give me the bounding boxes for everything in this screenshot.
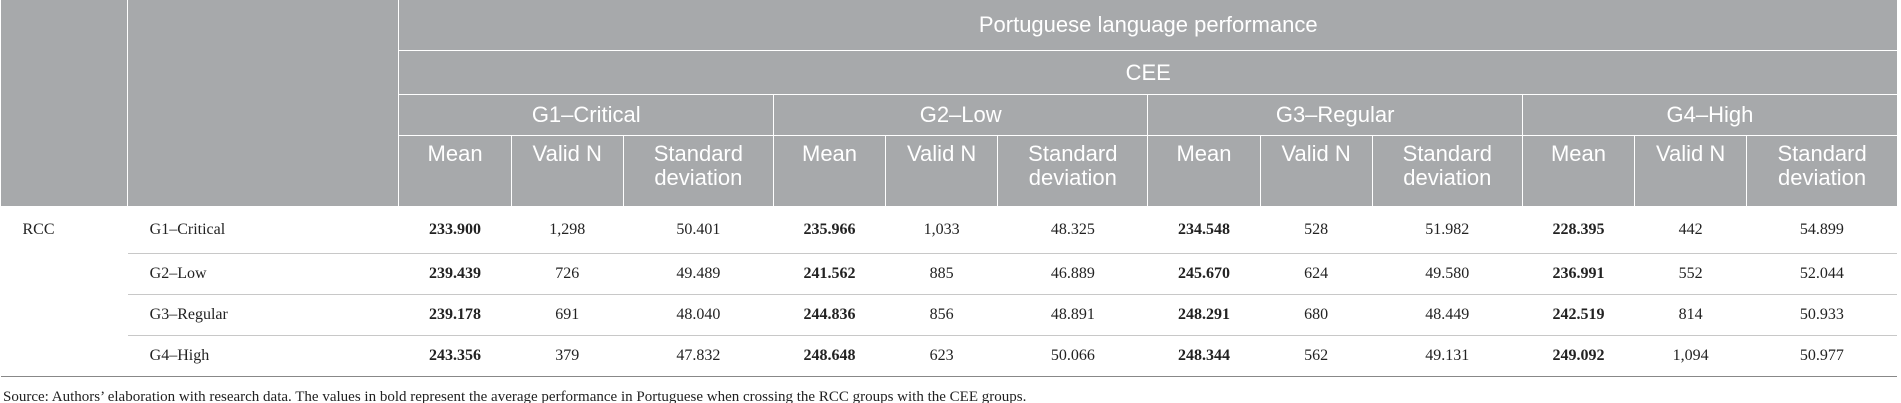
- table-cell: 50.977: [1746, 335, 1897, 377]
- table-cell: 242.519: [1522, 294, 1635, 336]
- header-row: G1–Critical G2–Low G3–Regular G4–High: [1, 94, 1897, 136]
- table-cell: 235.966: [773, 206, 886, 254]
- row-label: G1–Critical: [127, 206, 399, 254]
- header-row: CEE: [1, 50, 1897, 95]
- table-row: G4–High 243.356 379 47.832 248.648 623 50.066 2…: [1, 335, 1897, 377]
- column-header: Valid N: [1634, 135, 1747, 207]
- table-cell: 814: [1634, 294, 1747, 336]
- table-cell: 241.562: [773, 253, 886, 295]
- group-header: G3–Regular: [1147, 94, 1523, 136]
- table-cell: 885: [885, 253, 998, 295]
- table-cell: 528: [1260, 206, 1373, 254]
- table-cell: 228.395: [1522, 206, 1635, 254]
- table-cell: 54.899: [1746, 206, 1897, 254]
- header-subtitle: CEE: [398, 50, 1897, 95]
- group-header: G4–High: [1521, 94, 1897, 136]
- table-cell: 248.344: [1147, 335, 1261, 377]
- table-row: G2–Low 239.439 726 49.489 241.562 885 46.889 24…: [1, 253, 1897, 295]
- table-cell: 562: [1260, 335, 1373, 377]
- table-cell: 50.401: [623, 206, 774, 254]
- column-header: Mean: [398, 135, 512, 207]
- table-cell: 624: [1260, 253, 1373, 295]
- header-row: Portuguese language performance: [0, 0, 1897, 207]
- table-cell: 1,033: [885, 206, 998, 254]
- table-cell: 46.889: [997, 253, 1148, 295]
- row-label: G4–High: [127, 335, 399, 377]
- table-cell: 726: [511, 253, 624, 295]
- table-cell: 552: [1634, 253, 1747, 295]
- table-cell: 49.489: [623, 253, 774, 295]
- source-note: Source: Authors’ elaboration with resear…: [3, 389, 1027, 403]
- table-cell: 691: [511, 294, 624, 336]
- group-header: G1–Critical: [398, 94, 774, 136]
- table-cell: 233.900: [398, 206, 512, 254]
- table-cell: 48.040: [623, 294, 774, 336]
- column-header: Mean: [1521, 135, 1635, 207]
- column-header: Standard deviation: [1371, 135, 1523, 207]
- table-cell: 49.580: [1372, 253, 1523, 295]
- table-cell: 623: [885, 335, 998, 377]
- table-header: Portuguese language performance CEE G1–Cri…: [0, 0, 1897, 207]
- data-table: Portuguese language performance CEE G1–Cri…: [0, 0, 1897, 377]
- table-cell: 243.356: [398, 335, 512, 377]
- table-cell: 244.836: [773, 294, 886, 336]
- table-cell: 51.982: [1372, 206, 1523, 254]
- group-header: G2–Low: [772, 94, 1148, 136]
- table-cell: 248.291: [1147, 294, 1261, 336]
- table-row: RCC G1–Critical 233.900 1,298 50.401 235.966 1…: [0, 206, 1897, 377]
- column-header: Standard deviation: [997, 135, 1148, 207]
- header-title: Portuguese language performance: [398, 0, 1897, 51]
- row-label: G2–Low: [127, 253, 399, 295]
- table-cell: 239.439: [398, 253, 512, 295]
- row-group: RCC: [0, 206, 128, 377]
- table-cell: 245.670: [1147, 253, 1261, 295]
- table-cell: 234.548: [1147, 206, 1261, 254]
- table-cell: 48.325: [997, 206, 1148, 254]
- table-row: G3–Regular 239.178 691 48.040 244.836 856 48.8…: [1, 294, 1897, 336]
- column-header: Valid N: [1259, 135, 1373, 207]
- table-body: RCC G1–Critical 233.900 1,298 50.401 235.966 1…: [0, 206, 1897, 377]
- header-blank: [0, 0, 128, 207]
- table-cell: 249.092: [1522, 335, 1635, 377]
- column-header: Valid N: [885, 135, 998, 207]
- table-cell: 1,298: [511, 206, 624, 254]
- header-row: Mean Valid N Standard deviation Mean Valid N…: [1, 135, 1897, 207]
- table-cell: 856: [885, 294, 998, 336]
- table-cell: 48.891: [997, 294, 1148, 336]
- table-cell: 236.991: [1522, 253, 1635, 295]
- table-cell: 52.044: [1746, 253, 1897, 295]
- table-cell: 680: [1260, 294, 1373, 336]
- table-cell: 379: [511, 335, 624, 377]
- table-cell: 1,094: [1634, 335, 1747, 377]
- column-header: Standard deviation: [622, 135, 774, 207]
- table-cell: 49.131: [1372, 335, 1523, 377]
- row-label: G3–Regular: [127, 294, 399, 336]
- column-header: Mean: [1147, 135, 1261, 207]
- header-blank: [127, 0, 399, 207]
- table-cell: 47.832: [623, 335, 774, 377]
- table-cell: 50.066: [997, 335, 1148, 377]
- table-cell: 248.648: [773, 335, 886, 377]
- table-cell: 442: [1634, 206, 1747, 254]
- column-header: Mean: [772, 135, 886, 207]
- column-header: Standard deviation: [1746, 135, 1897, 207]
- table-cell: 50.933: [1746, 294, 1897, 336]
- column-header: Valid N: [510, 135, 624, 207]
- table-cell: 239.178: [398, 294, 512, 336]
- table-cell: 48.449: [1372, 294, 1523, 336]
